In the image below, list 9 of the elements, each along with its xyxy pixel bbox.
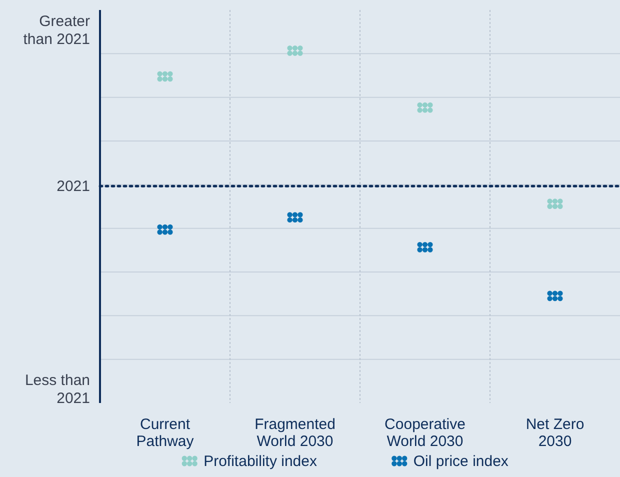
x-tick-label: Net Zero 2030	[526, 416, 584, 450]
legend-label: Oil price index	[413, 453, 509, 470]
text: Less than 2021	[24, 372, 90, 407]
x-tick-label: Current Pathway	[136, 416, 194, 450]
x-tick-label: Cooperative World 2030	[384, 416, 466, 450]
x-tick-label: Fragmented World 2030	[254, 416, 336, 450]
text: 2021	[56, 178, 90, 196]
text: Greater than 2021	[23, 13, 90, 48]
legend-label: Profitability index	[204, 453, 318, 470]
